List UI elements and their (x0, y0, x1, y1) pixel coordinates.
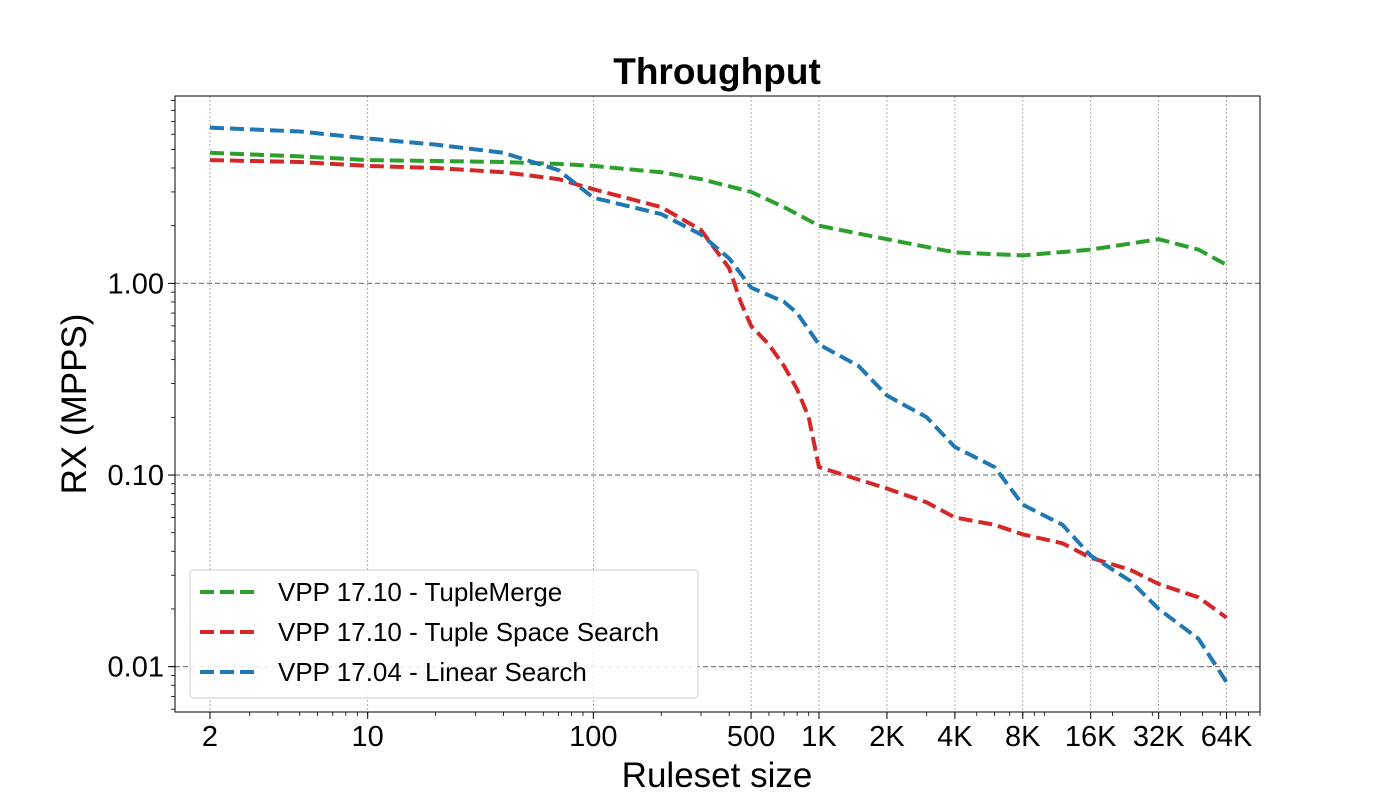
x-axis-label: Ruleset size (622, 756, 813, 795)
plot-frame (174, 95, 1261, 713)
x-tick-label: 64K (1201, 721, 1253, 753)
legend-label: VPP 17.04 - Linear Search (278, 657, 587, 687)
x-tick-label: 2K (869, 721, 905, 753)
legend: VPP 17.10 - TupleMerge VPP 17.10 - Tuple … (189, 569, 699, 699)
x-tick-label: 16K (1065, 721, 1117, 753)
y-tick-label: 0.10 (108, 460, 164, 492)
x-tick-label: 2 (202, 721, 218, 753)
x-tick-label: 8K (1005, 721, 1041, 753)
series-layer (209, 125, 1229, 684)
y-axis-label: RX (MPPS) (55, 314, 94, 495)
series-line (209, 150, 1228, 267)
x-tick-label: 10 (352, 721, 384, 753)
legend-box (189, 569, 699, 699)
tick-layer: 2 10 100 500 1K 2K 4K 8K 16K 32K 64K 0.01 0.10 1.00 (108, 100, 1261, 753)
chart-title: Throughput (613, 51, 821, 92)
legend-label: VPP 17.10 - Tuple Space Search (278, 617, 659, 647)
x-tick-label: 32K (1133, 721, 1185, 753)
series-line (209, 125, 1229, 684)
x-tick-label: 100 (569, 721, 617, 753)
legend-label: VPP 17.10 - TupleMerge (278, 577, 562, 607)
y-tick-label: 0.01 (108, 652, 164, 684)
x-tick-label: 500 (727, 721, 775, 753)
x-tick-label: 1K (801, 721, 837, 753)
series-line (209, 158, 1228, 620)
legend-entries: VPP 17.10 - TupleMerge VPP 17.10 - Tuple … (200, 577, 659, 687)
grid-layer (175, 96, 1260, 712)
x-tick-label: 4K (937, 721, 973, 753)
y-tick-label: 1.00 (108, 268, 164, 300)
